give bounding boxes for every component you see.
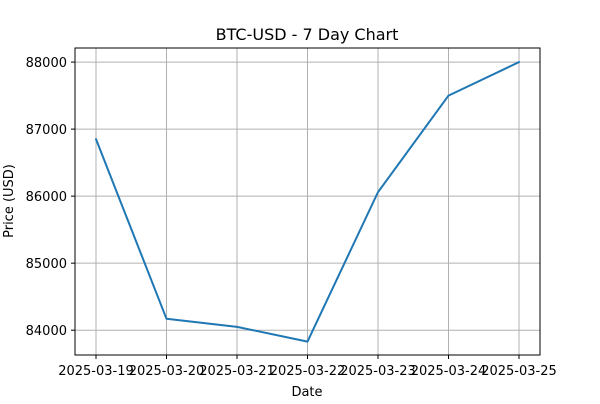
y-tick-label: 86000 xyxy=(26,190,67,205)
y-tick-label: 87000 xyxy=(26,123,67,138)
y-axis-ticks: 84000 85000 86000 87000 88000 xyxy=(26,56,75,339)
chart-title: BTC-USD - 7 Day Chart xyxy=(216,25,399,44)
grid-lines xyxy=(75,48,540,355)
x-tick-label: 2025-03-21 xyxy=(199,364,275,379)
x-tick-label: 2025-03-25 xyxy=(481,364,557,379)
x-tick-label: 2025-03-24 xyxy=(411,364,487,379)
x-axis-ticks: 2025-03-192025-03-202025-03-212025-03-22… xyxy=(58,355,557,379)
x-tick-label: 2025-03-23 xyxy=(340,364,416,379)
x-tick-label: 2025-03-22 xyxy=(270,364,346,379)
x-tick-label: 2025-03-20 xyxy=(129,364,205,379)
x-tick-label: 2025-03-19 xyxy=(58,364,134,379)
y-tick-label: 88000 xyxy=(26,56,67,71)
y-tick-label: 84000 xyxy=(26,324,67,339)
y-tick-label: 85000 xyxy=(26,257,67,272)
y-axis-label: Price (USD) xyxy=(2,164,17,238)
x-axis-label: Date xyxy=(291,385,322,400)
